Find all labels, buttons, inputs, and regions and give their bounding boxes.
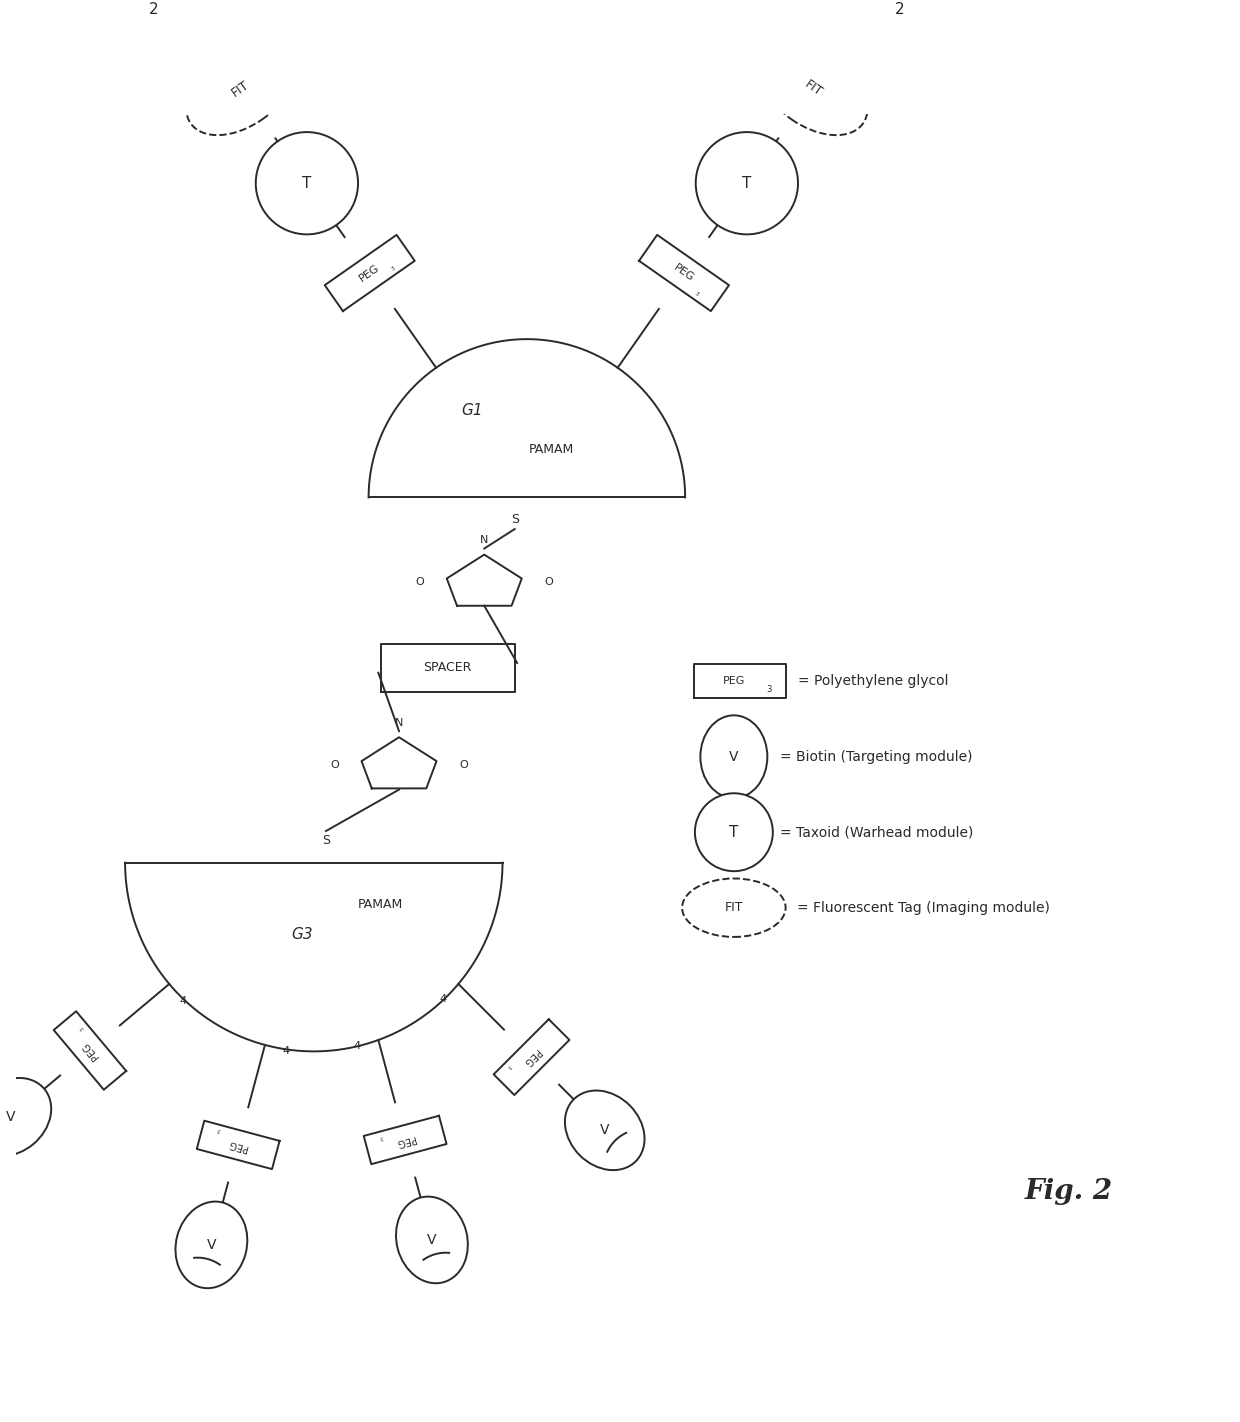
Polygon shape bbox=[368, 338, 686, 498]
Text: SPACER: SPACER bbox=[424, 661, 472, 674]
Circle shape bbox=[694, 793, 773, 872]
Text: G3: G3 bbox=[291, 927, 312, 941]
Ellipse shape bbox=[175, 1202, 247, 1288]
Text: = Polyethylene glycol: = Polyethylene glycol bbox=[799, 674, 949, 688]
Text: N: N bbox=[480, 535, 489, 545]
Polygon shape bbox=[125, 863, 502, 1051]
Text: 3: 3 bbox=[766, 685, 773, 694]
Text: V: V bbox=[729, 749, 739, 764]
Text: $_{3}$: $_{3}$ bbox=[692, 289, 701, 299]
Text: $_{3}$: $_{3}$ bbox=[505, 1061, 513, 1071]
Ellipse shape bbox=[682, 879, 786, 937]
Text: PEG: PEG bbox=[227, 1138, 249, 1152]
Text: S: S bbox=[511, 513, 518, 526]
Text: PEG: PEG bbox=[357, 263, 382, 283]
Text: 4: 4 bbox=[439, 994, 446, 1004]
Text: O: O bbox=[460, 759, 469, 769]
Text: 4: 4 bbox=[353, 1041, 361, 1051]
Text: PEG: PEG bbox=[394, 1132, 415, 1148]
Text: PAMAM: PAMAM bbox=[358, 897, 403, 910]
Polygon shape bbox=[694, 664, 786, 698]
Ellipse shape bbox=[396, 1197, 467, 1283]
Text: $_{3}$: $_{3}$ bbox=[378, 1132, 384, 1140]
Polygon shape bbox=[494, 1020, 569, 1095]
Text: FIT: FIT bbox=[229, 78, 252, 100]
Text: PAMAM: PAMAM bbox=[528, 444, 574, 456]
Text: N: N bbox=[394, 718, 403, 728]
Text: O: O bbox=[415, 577, 424, 587]
Text: FIT: FIT bbox=[724, 902, 743, 914]
Text: T: T bbox=[743, 176, 751, 191]
Text: 2: 2 bbox=[149, 1, 159, 17]
Text: V: V bbox=[6, 1111, 15, 1123]
Text: V: V bbox=[427, 1233, 436, 1247]
Text: Fig. 2: Fig. 2 bbox=[1024, 1177, 1112, 1204]
Text: PEG: PEG bbox=[723, 677, 745, 687]
Polygon shape bbox=[197, 1121, 279, 1169]
Polygon shape bbox=[53, 1011, 126, 1089]
Text: 2: 2 bbox=[895, 1, 905, 17]
Text: 4: 4 bbox=[283, 1045, 290, 1055]
Circle shape bbox=[255, 132, 358, 235]
Text: V: V bbox=[207, 1239, 216, 1251]
Ellipse shape bbox=[701, 715, 768, 798]
Polygon shape bbox=[639, 235, 729, 311]
Text: = Biotin (Targeting module): = Biotin (Targeting module) bbox=[780, 749, 972, 764]
Ellipse shape bbox=[565, 1091, 645, 1170]
Text: = Taxoid (Warhead module): = Taxoid (Warhead module) bbox=[780, 825, 973, 839]
Polygon shape bbox=[325, 235, 414, 311]
Text: $_{3}$: $_{3}$ bbox=[388, 263, 398, 273]
Text: T: T bbox=[303, 176, 311, 191]
Text: $_{3}$: $_{3}$ bbox=[78, 1022, 88, 1032]
Text: O: O bbox=[544, 577, 553, 587]
Polygon shape bbox=[363, 1116, 446, 1165]
Text: T: T bbox=[729, 825, 739, 840]
Ellipse shape bbox=[759, 41, 868, 135]
Circle shape bbox=[696, 132, 799, 235]
Text: FIT: FIT bbox=[802, 78, 825, 100]
Text: PEG: PEG bbox=[79, 1039, 100, 1061]
Polygon shape bbox=[381, 644, 515, 693]
Text: O: O bbox=[330, 759, 339, 769]
Text: = Fluorescent Tag (Imaging module): = Fluorescent Tag (Imaging module) bbox=[797, 900, 1050, 914]
Ellipse shape bbox=[0, 1078, 51, 1156]
Text: PEG: PEG bbox=[521, 1047, 542, 1068]
Text: G1: G1 bbox=[461, 402, 482, 418]
Ellipse shape bbox=[186, 41, 295, 135]
Text: S: S bbox=[322, 835, 330, 848]
Text: PEG: PEG bbox=[672, 263, 696, 283]
Text: V: V bbox=[600, 1123, 610, 1138]
Text: $_{3}$: $_{3}$ bbox=[216, 1125, 223, 1135]
Text: 4: 4 bbox=[180, 995, 187, 1005]
